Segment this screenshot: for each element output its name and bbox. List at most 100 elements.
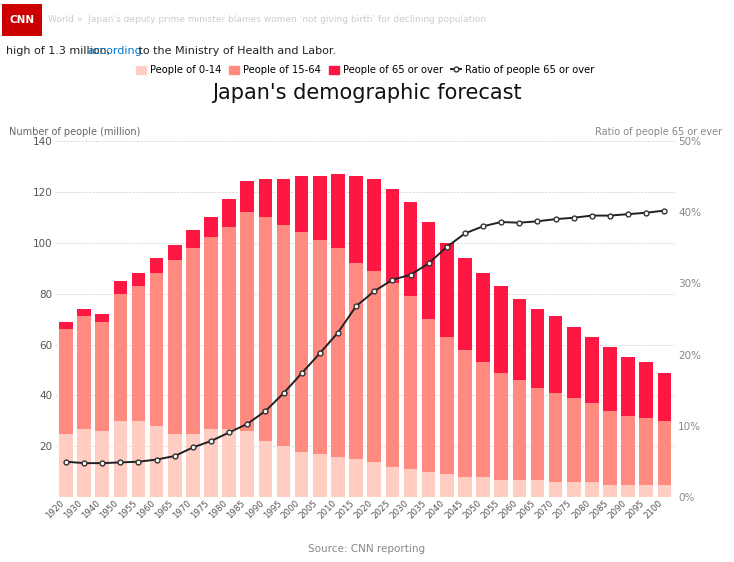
Bar (95, 431, 109, 497)
Bar (621, 416, 635, 484)
Bar (258, 217, 272, 441)
Bar (567, 482, 581, 497)
Bar (422, 472, 435, 497)
Bar (658, 373, 671, 421)
Bar (277, 225, 291, 446)
Bar (186, 434, 200, 497)
Bar (404, 469, 418, 497)
Bar (204, 217, 218, 238)
Bar (440, 243, 454, 337)
Bar (458, 477, 472, 497)
Bar (95, 321, 109, 431)
Bar (59, 434, 73, 497)
Bar (258, 179, 272, 217)
Bar (658, 484, 671, 497)
Bar (331, 248, 345, 456)
Bar (512, 298, 526, 380)
Bar (603, 484, 617, 497)
Bar (186, 230, 200, 248)
Bar (114, 293, 127, 421)
Text: Japan's demographic forecast: Japan's demographic forecast (212, 83, 522, 103)
Bar (313, 176, 327, 240)
Bar (385, 283, 399, 467)
Bar (59, 329, 73, 434)
Bar (77, 309, 91, 316)
Bar (331, 174, 345, 248)
Bar (585, 482, 599, 497)
Bar (150, 426, 164, 497)
Text: World »  Japan’s deputy prime minister blames women ‘not giving birth’ for decli: World » Japan’s deputy prime minister bl… (48, 16, 486, 25)
Bar (603, 411, 617, 484)
Bar (331, 456, 345, 497)
Bar (476, 362, 490, 477)
Bar (567, 327, 581, 398)
Text: high of 1.3 million,: high of 1.3 million, (6, 46, 114, 56)
Bar (77, 429, 91, 497)
Bar (585, 337, 599, 403)
Bar (440, 474, 454, 497)
Bar (241, 431, 254, 497)
Bar (495, 286, 508, 373)
Bar (585, 403, 599, 482)
Bar (495, 479, 508, 497)
Bar (222, 227, 236, 429)
Bar (422, 319, 435, 472)
Bar (512, 479, 526, 497)
Bar (131, 421, 145, 497)
Bar (95, 314, 109, 321)
Bar (368, 271, 381, 462)
Bar (639, 362, 653, 418)
Bar (313, 240, 327, 454)
Text: Number of people (million): Number of people (million) (9, 127, 140, 137)
Bar (77, 316, 91, 429)
Bar (476, 273, 490, 362)
Bar (313, 454, 327, 497)
Bar (168, 434, 181, 497)
Bar (131, 273, 145, 286)
Bar (458, 350, 472, 477)
Bar (639, 484, 653, 497)
Bar (404, 202, 418, 296)
Bar (204, 238, 218, 429)
Bar (349, 263, 363, 459)
Bar (621, 357, 635, 416)
Bar (567, 398, 581, 482)
Text: according: according (87, 46, 142, 56)
Bar (349, 459, 363, 497)
Bar (295, 176, 308, 233)
Bar (150, 273, 164, 426)
Bar (549, 316, 562, 393)
Bar (549, 482, 562, 497)
Bar (458, 258, 472, 350)
Bar (222, 429, 236, 497)
Bar (241, 182, 254, 212)
Bar (385, 189, 399, 283)
Bar (639, 418, 653, 484)
Bar (114, 281, 127, 293)
Bar (495, 373, 508, 479)
Bar (277, 446, 291, 497)
Bar (295, 451, 308, 497)
Legend: People of 0-14, People of 15-64, People of 65 or over, Ratio of people 65 or ove: People of 0-14, People of 15-64, People … (132, 61, 598, 79)
Bar (186, 248, 200, 434)
Bar (131, 286, 145, 421)
Bar (531, 388, 544, 479)
Bar (531, 309, 544, 388)
Bar (59, 321, 73, 329)
Bar (440, 337, 454, 474)
Bar (295, 233, 308, 451)
Bar (277, 179, 291, 225)
Text: Source: CNN reporting: Source: CNN reporting (308, 543, 426, 554)
Bar (168, 245, 181, 260)
Bar (222, 200, 236, 227)
Bar (385, 467, 399, 497)
Bar (150, 258, 164, 273)
Bar (168, 260, 181, 434)
Bar (404, 296, 418, 469)
Bar (204, 429, 218, 497)
Bar (621, 484, 635, 497)
Bar (658, 421, 671, 484)
Bar (531, 479, 544, 497)
Bar (603, 347, 617, 411)
Bar (368, 179, 381, 271)
